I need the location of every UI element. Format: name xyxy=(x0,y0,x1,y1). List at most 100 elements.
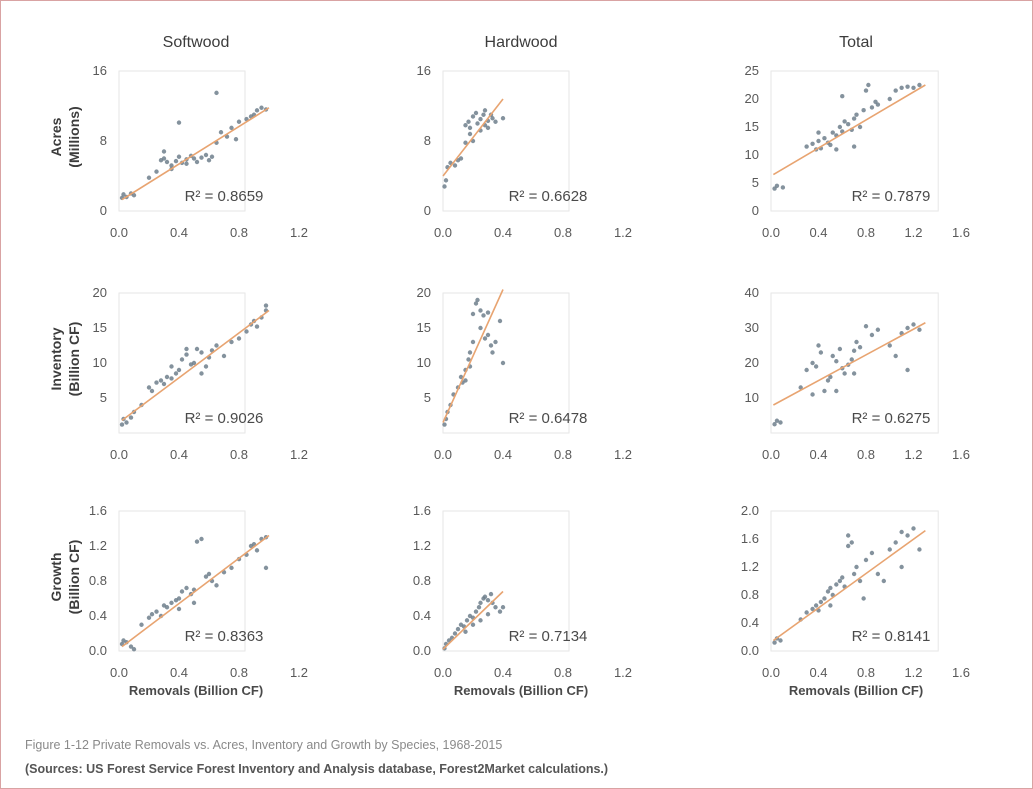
panel-2-1-point xyxy=(488,591,494,597)
panel-0-0-point xyxy=(191,156,197,161)
panel-1-1-point xyxy=(482,336,488,341)
panel-1-2-point xyxy=(857,345,863,350)
panel-2-2-point xyxy=(810,606,815,612)
panel-0-2-point xyxy=(917,82,922,88)
row-label-inventory: Inventory xyxy=(48,327,64,390)
panel-1-1-point xyxy=(485,310,491,315)
panel-1-1-ytick: 20 xyxy=(417,285,431,300)
panel-0-1-point xyxy=(481,112,486,117)
panel-1-2-point xyxy=(905,367,910,373)
panel-2-1-point xyxy=(463,629,468,634)
panel-1-1-point xyxy=(463,378,468,383)
panel-1-1-point xyxy=(500,360,506,366)
panel-0-2-point xyxy=(911,85,916,91)
panel-1-0-r2-label: R² = 0.9026 xyxy=(185,410,264,427)
panel-0-0-point xyxy=(236,119,242,124)
row-label-acres: Acres xyxy=(48,117,64,156)
panel-0-2-ytick: 10 xyxy=(745,147,759,162)
panel-1-0-xtick: 0.4 xyxy=(170,447,188,462)
panel-0-0-point xyxy=(121,192,126,197)
panel-1-2-point xyxy=(813,364,819,369)
panel-1-1-point xyxy=(467,350,473,355)
panel-1-2-point xyxy=(818,350,824,355)
panel-2-1-ytick: 0.4 xyxy=(413,608,431,623)
panel-0-2-point xyxy=(830,130,835,135)
panel-2-2-r2-label: R² = 0.8141 xyxy=(852,628,931,645)
panel-0-0-point xyxy=(203,152,209,158)
panel-2-2-ytick: 2.0 xyxy=(741,503,759,518)
panel-1-0-point xyxy=(184,346,189,352)
panel-1-1-point xyxy=(485,332,491,338)
panel-2-1-xtick: 0.4 xyxy=(494,665,512,680)
panel-1-0-point xyxy=(119,422,125,427)
panel-2-2-ytick: 0.8 xyxy=(741,587,759,602)
panel-1-0-ytick: 5 xyxy=(100,390,107,405)
panel-0-0-frame xyxy=(118,70,246,212)
panel-1-0-point xyxy=(254,324,260,329)
panel-2-0-point xyxy=(139,622,144,627)
panel-0-1-point xyxy=(500,116,506,121)
panel-2-0-point xyxy=(176,606,182,612)
panel-2-0-point xyxy=(214,583,219,588)
panel-2-0-point xyxy=(169,600,174,606)
panel-2-2-point xyxy=(840,575,845,580)
panel-1-2-point xyxy=(849,357,854,362)
panel-2-0-point xyxy=(128,644,134,649)
panel-2-2-point xyxy=(837,578,843,584)
panel-1-0-point xyxy=(199,350,204,355)
panel-0-1-point xyxy=(493,119,498,124)
column-header-softwood: Softwood xyxy=(163,34,230,51)
column-header-total: Total xyxy=(839,34,873,51)
panel-1-0-point xyxy=(263,303,269,308)
panel-0-2-ytick: 5 xyxy=(752,175,759,190)
panel-1-1-xtick: 0.0 xyxy=(434,447,452,462)
panel-0-0-point xyxy=(173,158,179,164)
panel-2-2-point xyxy=(893,540,898,545)
panel-0-1-point xyxy=(463,140,468,145)
panel-1-2-ytick: 20 xyxy=(745,355,759,370)
panel-2-2-point xyxy=(911,526,916,531)
panel-2-0-xtick: 0.8 xyxy=(230,665,248,680)
panel-2-0-point xyxy=(164,605,170,610)
panel-2-0-point xyxy=(194,539,200,544)
panel-0-1-point xyxy=(458,156,464,161)
panel-1-1-xtick: 0.8 xyxy=(554,447,572,462)
panel-0-2-point xyxy=(851,116,857,121)
panel-1-0-frame xyxy=(118,292,246,434)
panel-0-0-ytick: 8 xyxy=(100,133,107,148)
panel-1-2-xtick: 0.4 xyxy=(809,447,827,462)
panel-2-0-point xyxy=(146,615,152,620)
panel-0-2-trendline xyxy=(772,84,926,176)
panel-0-2-point xyxy=(899,85,904,91)
panel-0-2-point xyxy=(905,84,910,89)
panel-1-2-point xyxy=(911,322,916,327)
panel-0-2-xtick: 1.6 xyxy=(952,225,970,240)
panel-1-0-xtick: 0.0 xyxy=(110,447,128,462)
panel-0-0-xtick: 0.8 xyxy=(230,225,248,240)
panel-0-0-point xyxy=(161,149,167,154)
panel-2-2-ytick: 1.6 xyxy=(741,531,759,546)
panel-2-2-trendline xyxy=(772,529,926,642)
panel-2-1-point xyxy=(493,605,498,610)
panel-0-1-point xyxy=(485,125,491,131)
row-label-acres-unit: (Millions) xyxy=(66,106,82,167)
panel-0-1-point xyxy=(467,125,473,131)
panel-2-2-point xyxy=(828,603,833,608)
panel-1-1-point xyxy=(478,325,483,331)
panel-2-1-point xyxy=(476,605,482,610)
panel-1-0-point xyxy=(184,352,189,357)
row-label-growth-unit: (Billion CF) xyxy=(66,540,82,615)
panel-1-2-point xyxy=(816,343,821,348)
panel-1-0-ytick: 10 xyxy=(93,355,107,370)
panel-2-0-point xyxy=(191,600,197,606)
panel-2-0-r2-label: R² = 0.8363 xyxy=(185,628,264,645)
panel-1-1-xtick: 1.2 xyxy=(614,447,632,462)
panel-0-0-point xyxy=(218,130,224,135)
panel-2-0-point xyxy=(199,536,204,542)
panel-0-0-xtick: 1.2 xyxy=(290,225,308,240)
panel-0-2-point xyxy=(834,147,839,152)
panel-2-0-ytick: 0.8 xyxy=(89,573,107,588)
panel-1-0-point xyxy=(229,339,234,345)
panel-2-2-xtick: 0.0 xyxy=(762,665,780,680)
panel-0-2-xtick: 0.4 xyxy=(809,225,827,240)
